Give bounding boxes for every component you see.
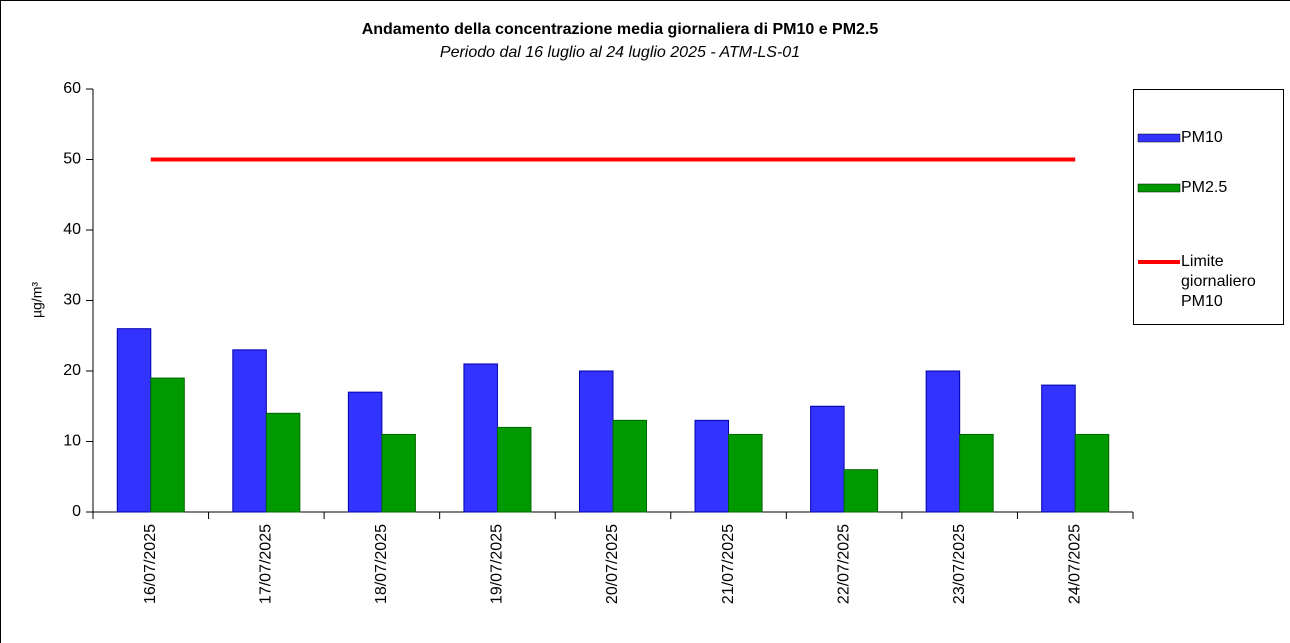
legend-label: Limite giornaliero PM10 <box>1181 253 1256 310</box>
bar <box>612 419 648 513</box>
y-tick-label: 10 <box>63 433 81 450</box>
y-tick-label: 40 <box>63 221 81 238</box>
legend-swatch <box>1137 133 1181 143</box>
x-tick-label: 21/07/2025 <box>720 524 737 604</box>
x-tick-label: 22/07/2025 <box>835 524 852 604</box>
bar <box>150 377 185 513</box>
x-tick-label: 23/07/2025 <box>951 524 968 604</box>
y-tick-label: 60 <box>63 80 81 97</box>
bar <box>347 391 383 513</box>
x-tick-label: 17/07/2025 <box>258 524 275 604</box>
bar <box>1074 433 1110 513</box>
bar <box>578 370 614 513</box>
bar <box>381 433 416 513</box>
bar <box>843 469 879 513</box>
bar <box>463 363 498 513</box>
bar <box>265 412 301 513</box>
x-tick-label: 20/07/2025 <box>604 524 621 604</box>
legend-box <box>1133 89 1284 325</box>
bar <box>1041 384 1076 513</box>
legend-label: PM10 <box>1181 129 1223 146</box>
bar <box>959 433 994 513</box>
y-tick-label: 30 <box>63 292 81 309</box>
x-tick-label: 19/07/2025 <box>489 524 506 604</box>
bar <box>728 433 763 513</box>
y-axis-label: µg/m³ <box>29 282 45 318</box>
chart-subtitle: Periodo dal 16 luglio al 24 luglio 2025 … <box>440 44 800 61</box>
bar <box>232 349 267 513</box>
bar <box>496 426 532 513</box>
y-tick-label: 0 <box>72 503 81 520</box>
y-tick-label: 50 <box>63 151 81 168</box>
bar <box>810 405 845 513</box>
y-tick-label: 20 <box>63 362 81 379</box>
legend-label: PM2.5 <box>1181 179 1228 196</box>
legend-swatch <box>1137 183 1181 193</box>
x-tick-label: 18/07/2025 <box>373 524 390 604</box>
bar <box>116 328 152 513</box>
x-tick-label: 16/07/2025 <box>142 524 159 604</box>
chart-title: Andamento della concentrazione media gio… <box>362 21 879 38</box>
x-tick-label: 24/07/2025 <box>1066 524 1083 604</box>
bar <box>694 419 730 513</box>
bar <box>925 370 961 513</box>
